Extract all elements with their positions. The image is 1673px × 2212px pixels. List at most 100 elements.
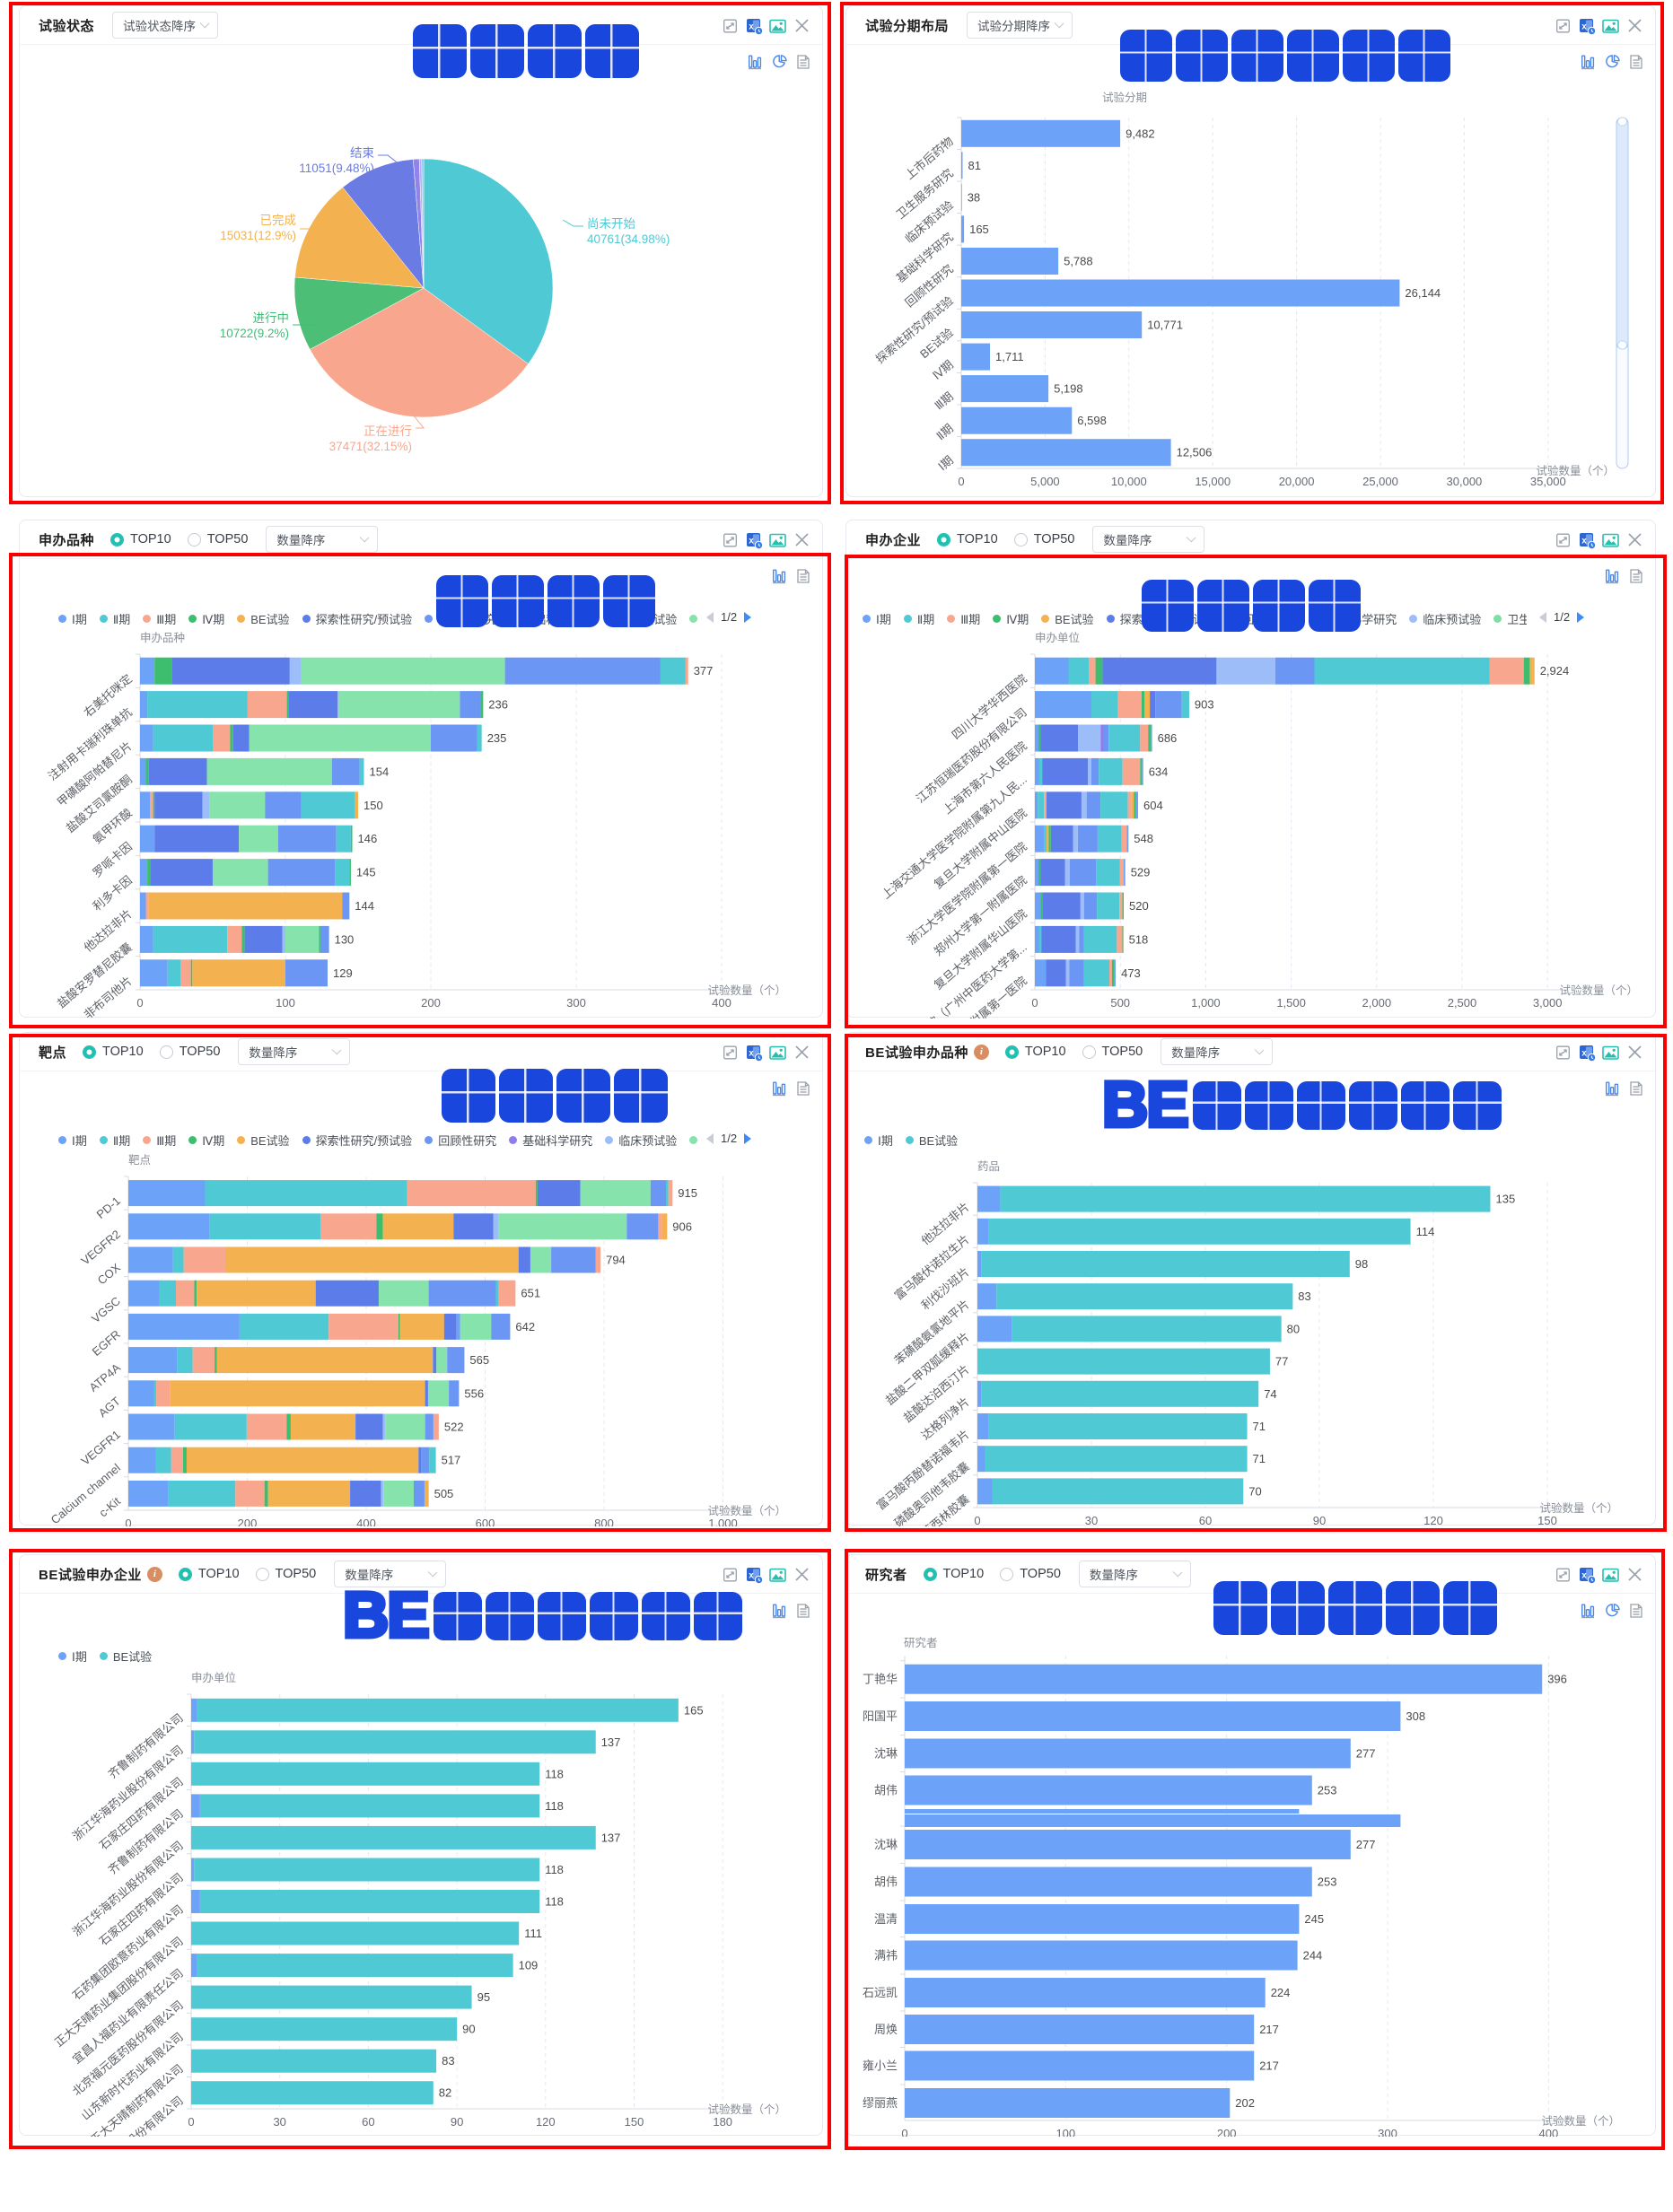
svg-text:146: 146 (358, 832, 378, 845)
svg-text:0: 0 (901, 2127, 907, 2137)
svg-text:10,000: 10,000 (1111, 475, 1147, 488)
svg-text:556: 556 (464, 1386, 484, 1400)
svg-text:277: 277 (1356, 1747, 1376, 1761)
svg-text:71: 71 (1253, 1452, 1266, 1465)
svg-text:600: 600 (476, 1517, 495, 1526)
svg-text:0: 0 (125, 1517, 131, 1526)
svg-text:VGSC: VGSC (89, 1294, 123, 1325)
svg-text:300: 300 (566, 996, 586, 1010)
svg-text:COX: COX (95, 1261, 123, 1288)
svg-text:1,000: 1,000 (1191, 996, 1221, 1010)
svg-text:30,000: 30,000 (1447, 475, 1483, 488)
svg-text:1,000: 1,000 (708, 1517, 738, 1526)
svg-text:400: 400 (712, 996, 731, 1010)
svg-text:80: 80 (1287, 1322, 1300, 1335)
svg-text:130: 130 (335, 932, 355, 946)
svg-text:244: 244 (1303, 1949, 1323, 1963)
svg-text:82: 82 (439, 2086, 451, 2100)
svg-text:0: 0 (958, 475, 964, 488)
svg-text:11051(9.48%): 11051(9.48%) (299, 162, 374, 175)
svg-text:利多卡因: 利多卡因 (90, 873, 134, 914)
svg-text:缪丽燕: 缪丽燕 (863, 2096, 898, 2110)
svg-text:95: 95 (477, 1990, 490, 2004)
svg-text:Ⅳ期: Ⅳ期 (930, 357, 956, 382)
svg-text:915: 915 (678, 1186, 697, 1200)
svg-text:137: 137 (601, 1831, 621, 1844)
svg-text:试验数量（个）: 试验数量（个） (1536, 464, 1615, 477)
svg-text:651: 651 (521, 1287, 540, 1300)
svg-text:35,000: 35,000 (1530, 475, 1566, 488)
svg-text:400: 400 (1539, 2127, 1559, 2137)
svg-text:81: 81 (968, 159, 981, 172)
svg-text:604: 604 (1143, 799, 1163, 812)
svg-text:c-Kit: c-Kit (96, 1494, 123, 1519)
svg-text:529: 529 (1131, 866, 1151, 879)
svg-text:20,000: 20,000 (1279, 475, 1315, 488)
svg-text:300: 300 (1378, 2127, 1397, 2137)
svg-text:沈琳: 沈琳 (874, 1747, 898, 1761)
svg-text:83: 83 (1298, 1290, 1310, 1303)
svg-text:118: 118 (545, 1895, 564, 1909)
svg-text:x: x (749, 22, 754, 32)
svg-text:1,711: 1,711 (995, 350, 1024, 363)
svg-text:试验分期: 试验分期 (1102, 91, 1147, 104)
svg-text:202: 202 (1235, 2096, 1255, 2110)
svg-text:520: 520 (1129, 899, 1149, 913)
svg-text:x: x (1581, 22, 1587, 32)
svg-text:377: 377 (694, 664, 714, 678)
svg-text:522: 522 (444, 1421, 464, 1434)
svg-text:10,771: 10,771 (1147, 319, 1183, 332)
svg-text:丁艳华: 丁艳华 (863, 1673, 898, 1686)
svg-text:70: 70 (1248, 1484, 1261, 1498)
svg-text:40761(34.98%): 40761(34.98%) (587, 232, 670, 246)
svg-text:548: 548 (1134, 832, 1153, 845)
svg-text:37471(32.15%): 37471(32.15%) (329, 440, 412, 453)
svg-text:165: 165 (969, 223, 989, 236)
svg-text:VEGFR1: VEGFR1 (78, 1428, 122, 1468)
svg-text:74: 74 (1264, 1387, 1276, 1401)
svg-text:200: 200 (421, 996, 441, 1010)
svg-text:Ⅲ期: Ⅲ期 (932, 389, 955, 413)
svg-text:150: 150 (364, 799, 383, 812)
svg-text:200: 200 (238, 1517, 258, 1526)
svg-text:118: 118 (545, 1767, 564, 1780)
svg-text:0: 0 (188, 2115, 194, 2129)
svg-text:98: 98 (1355, 1257, 1368, 1271)
svg-text:505: 505 (434, 1487, 454, 1500)
svg-text:x: x (749, 1571, 754, 1581)
svg-text:15,000: 15,000 (1195, 475, 1231, 488)
svg-text:135: 135 (1496, 1193, 1516, 1206)
svg-text:906: 906 (672, 1220, 692, 1233)
svg-text:518: 518 (1129, 932, 1149, 946)
svg-text:申办单位: 申办单位 (1035, 631, 1080, 644)
svg-text:245: 245 (1304, 1912, 1324, 1926)
svg-text:3,000: 3,000 (1533, 996, 1563, 1010)
svg-text:5,198: 5,198 (1054, 382, 1083, 396)
svg-text:周焕: 周焕 (874, 2023, 898, 2036)
svg-text:EGFR: EGFR (90, 1327, 123, 1359)
svg-text:x: x (1581, 1049, 1587, 1059)
svg-text:517: 517 (442, 1454, 461, 1467)
svg-text:已完成: 已完成 (260, 214, 297, 227)
svg-text:PD-1: PD-1 (94, 1193, 123, 1221)
svg-text:473: 473 (1121, 966, 1141, 980)
svg-text:温清: 温清 (874, 1912, 898, 1926)
svg-text:253: 253 (1318, 1784, 1337, 1797)
svg-text:x: x (749, 537, 754, 546)
svg-text:正在进行: 正在进行 (364, 424, 412, 438)
svg-text:114: 114 (1416, 1225, 1435, 1238)
svg-text:129: 129 (333, 966, 353, 980)
svg-text:2,000: 2,000 (1362, 996, 1392, 1010)
svg-text:90: 90 (1313, 1514, 1326, 1526)
svg-text:77: 77 (1275, 1355, 1288, 1368)
svg-text:634: 634 (1149, 765, 1169, 778)
svg-text:120: 120 (1423, 1514, 1443, 1526)
svg-text:满祎: 满祎 (874, 1949, 898, 1963)
svg-text:尚未开始: 尚未开始 (587, 217, 635, 231)
svg-text:试验数量（个）: 试验数量（个） (1539, 1501, 1618, 1515)
svg-text:石远凯: 石远凯 (863, 1986, 898, 1999)
svg-text:60: 60 (1199, 1514, 1212, 1526)
svg-text:565: 565 (469, 1353, 489, 1367)
svg-text:试验数量（个）: 试验数量（个） (707, 2103, 786, 2116)
svg-text:800: 800 (594, 1517, 614, 1526)
